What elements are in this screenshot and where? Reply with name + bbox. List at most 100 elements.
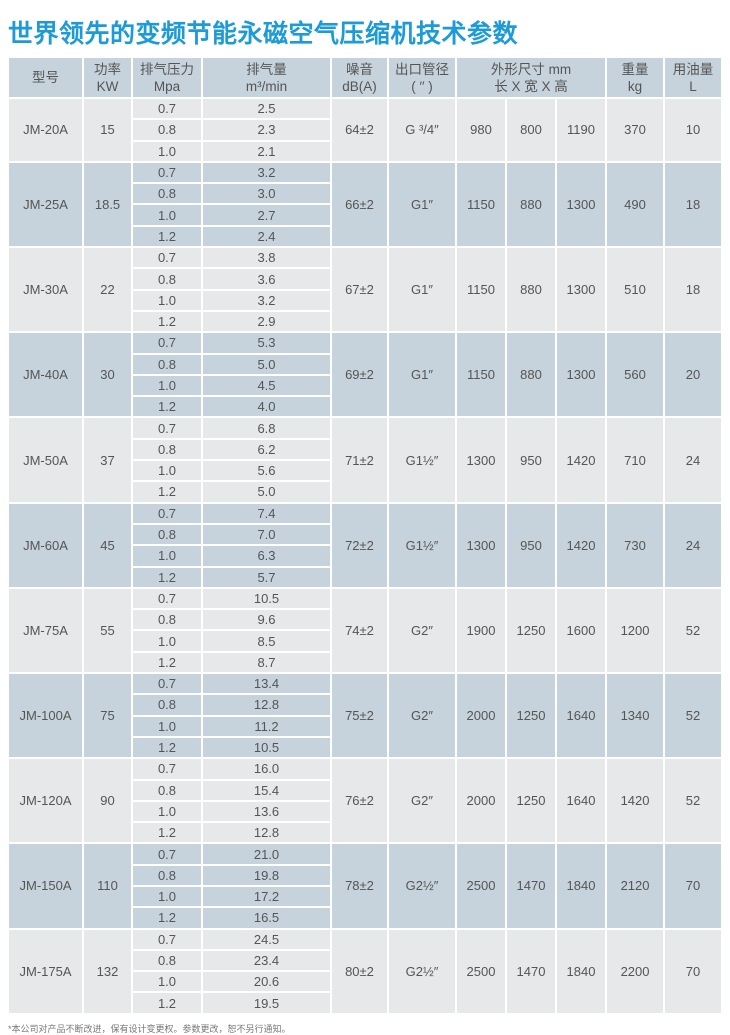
outlet-cell: G2″ <box>387 672 457 760</box>
width-cell: 1250 <box>505 586 557 675</box>
weight-cell: 2200 <box>605 927 666 1015</box>
outlet-cell: G1″ <box>387 331 457 419</box>
pressure-cell: 0.7 <box>131 842 203 866</box>
table-row: 1.0 4.5 <box>8 373 722 398</box>
flow-cell: 2.5 <box>201 96 332 121</box>
pressure-cell: 0.8 <box>131 352 203 376</box>
height-cell: 1300 <box>554 246 608 334</box>
outlet-cell: G ³/4″ <box>387 97 457 163</box>
table-row: 0.8 9.6 <box>8 608 722 632</box>
outlet-cell: G1½″ <box>387 416 457 504</box>
page-title: 世界领先的变频节能永磁空气压缩机技术参数 <box>8 19 519 48</box>
height-cell: 1420 <box>554 416 608 504</box>
power-cell: 110 <box>82 842 133 930</box>
table-row: JM-120A 90 0.7 16.0 76±2 G2″ 2000 1250 1640 1420 5… <box>7 757 724 845</box>
outlet-cell: G2″ <box>387 586 457 675</box>
power-cell: 45 <box>82 501 133 589</box>
width-cell: 880 <box>505 331 557 419</box>
height-cell: 1840 <box>554 842 608 930</box>
header-flow: 排气量 m³/min <box>201 56 332 99</box>
pressure-cell: 1.0 <box>131 799 203 824</box>
noise-cell: 67±2 <box>330 246 389 334</box>
pressure-cell: 1.0 <box>131 544 203 568</box>
header-unit: kg <box>627 78 643 94</box>
power-cell: 55 <box>82 586 133 675</box>
header-unit: L <box>689 78 697 94</box>
length-cell: 1150 <box>455 160 507 249</box>
oil-cell: 52 <box>663 757 724 845</box>
model-cell: JM-120A <box>7 757 84 845</box>
flow-cell: 3.2 <box>201 288 332 312</box>
header-label: 噪音 <box>346 61 373 77</box>
pressure-cell: 0.7 <box>131 501 203 525</box>
weight-cell: 510 <box>605 246 666 334</box>
model-cell: JM-25A <box>7 160 84 249</box>
table-row: 1.2 12.8 <box>8 821 722 845</box>
model-cell: JM-40A <box>7 331 84 419</box>
outlet-cell: G1″ <box>387 246 457 334</box>
table-row: 1.2 16.5 <box>8 906 722 930</box>
length-cell: 980 <box>455 97 507 163</box>
pressure-cell: 0.8 <box>131 778 203 802</box>
flow-cell: 16.0 <box>201 757 332 781</box>
table-row: 1.0 5.6 <box>8 459 722 483</box>
header-oil: 用油量 L <box>663 56 724 99</box>
noise-cell: 64±2 <box>330 97 389 163</box>
weight-cell: 370 <box>605 97 666 163</box>
header-outlet: 出口管径( ′′ ) <box>387 56 457 99</box>
header-label: 排气压力 <box>140 61 194 77</box>
flow-cell: 4.5 <box>201 373 332 398</box>
flow-cell: 4.0 <box>201 395 332 419</box>
length-cell: 1900 <box>455 586 507 675</box>
pressure-cell: 0.8 <box>131 267 203 291</box>
table-row: 0.8 15.4 <box>8 778 722 802</box>
header-dims: 外形尺寸 mm 长 X 宽 X 高 <box>454 56 608 99</box>
model-cell: JM-60A <box>7 501 84 589</box>
header-noise: 噪音 dB(A) <box>330 56 389 99</box>
noise-cell: 69±2 <box>330 331 389 419</box>
model-cell: JM-30A <box>7 246 84 334</box>
width-cell: 1470 <box>505 842 557 930</box>
flow-cell: 2.7 <box>201 203 332 227</box>
length-cell: 2500 <box>455 842 507 930</box>
power-cell: 75 <box>82 672 133 760</box>
noise-cell: 76±2 <box>330 757 389 845</box>
model-cell: JM-50A <box>7 416 84 504</box>
pressure-cell: 0.8 <box>131 522 203 547</box>
pressure-cell: 1.0 <box>131 459 203 483</box>
header-pressure: 排气压力 Mpa <box>131 56 203 99</box>
pressure-cell: 1.2 <box>131 650 203 675</box>
length-cell: 2000 <box>455 757 507 845</box>
width-cell: 880 <box>505 160 557 249</box>
weight-cell: 2120 <box>605 842 666 930</box>
header-label: 排气量 <box>246 61 287 77</box>
header-row: 型号 功率 KW 排气压力 Mpa 排气量 m³/min 噪音 dB(A) 出口管径( … <box>7 56 724 99</box>
oil-cell: 24 <box>663 416 724 504</box>
height-cell: 1640 <box>554 672 608 760</box>
table-row: 1.2 10.5 <box>8 735 722 760</box>
flow-cell: 12.8 <box>201 693 332 717</box>
flow-cell: 19.5 <box>201 991 332 1015</box>
table-row: 1.0 2.7 <box>8 203 722 227</box>
table-row: JM-30A 22 0.7 3.8 67±2 G1″ 1150 880 1300 510 18 <box>7 246 724 334</box>
model-cell: JM-150A <box>7 842 84 930</box>
power-cell: 22 <box>82 246 133 334</box>
pressure-cell: 0.7 <box>131 416 203 440</box>
length-cell: 2000 <box>455 672 507 760</box>
oil-cell: 18 <box>663 160 724 249</box>
header-label: 外形尺寸 mm <box>490 61 572 77</box>
pressure-cell: 1.0 <box>131 203 203 227</box>
table-row: 0.8 6.2 <box>8 437 722 462</box>
flow-cell: 5.6 <box>201 459 332 483</box>
oil-cell: 52 <box>663 672 724 760</box>
pressure-cell: 0.7 <box>131 672 203 696</box>
flow-cell: 6.3 <box>201 544 332 568</box>
table-row: 1.2 19.5 <box>8 991 722 1015</box>
pressure-cell: 0.7 <box>131 331 203 355</box>
width-cell: 950 <box>505 501 557 589</box>
pressure-cell: 1.0 <box>131 288 203 312</box>
flow-cell: 2.4 <box>201 224 332 249</box>
pressure-cell: 0.7 <box>131 160 203 185</box>
flow-cell: 23.4 <box>201 948 332 973</box>
weight-cell: 1420 <box>605 757 666 845</box>
